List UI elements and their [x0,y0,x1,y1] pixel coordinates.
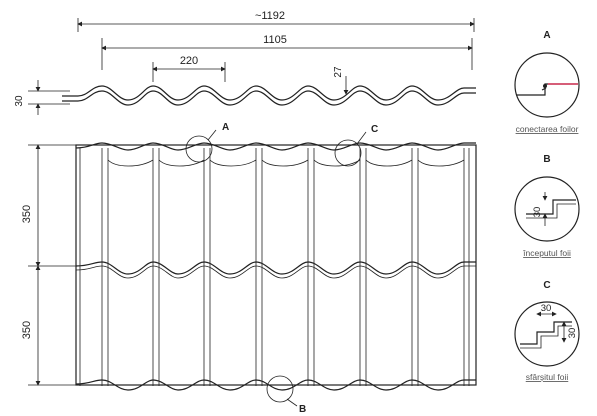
dimension-effective-width: 1105 [101,34,473,70]
tile-profile [62,85,476,106]
detail-c-dim-horizontal: 30 [541,303,552,314]
marker-a: A [185,122,229,163]
svg-text:B: B [299,404,306,415]
marker-b: B [266,375,306,415]
effective-width-label: 1105 [263,34,287,46]
overall-width-label: ~1192 [255,10,285,22]
detail-b: B 30 începutul foii [514,154,580,258]
tile-length-top-label: 350 [21,205,33,223]
detail-b-letter: B [543,154,550,165]
tile-sheet-plan [75,142,477,391]
detail-b-dim: 30 [532,207,543,218]
dimension-sheet-thickness: 30 [14,80,70,115]
detail-c-caption: sfârșitul foii [526,372,569,382]
tile-length-bottom-label: 350 [21,321,33,339]
detail-c: C 30 30 sfârșitul foii [514,280,580,382]
wave-step-label: 220 [180,55,198,67]
svg-text:A: A [222,122,229,133]
detail-a-caption: conectarea foilor [516,124,579,134]
dimension-tile-length-top: 350 [21,144,78,267]
dimension-overall-width: ~1192 [77,10,475,32]
dimension-profile-height: 27 [333,66,349,95]
detail-a: A conectarea foilor [514,30,580,134]
dimension-wave-step: 220 [152,55,226,82]
detail-c-dim-vertical: 30 [567,328,578,339]
profile-height-label: 27 [333,66,344,78]
marker-c: C [334,124,378,167]
sheet-thickness-label: 30 [14,95,25,107]
dimension-tile-length-bottom: 350 [21,265,78,386]
svg-text:C: C [371,124,378,135]
detail-c-letter: C [543,280,550,291]
detail-b-caption: începutul foii [522,248,571,258]
detail-a-letter: A [543,30,550,41]
